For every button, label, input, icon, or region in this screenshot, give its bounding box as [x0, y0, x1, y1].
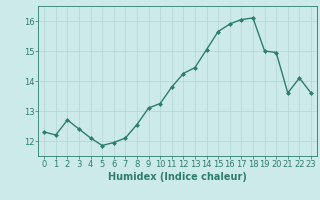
- X-axis label: Humidex (Indice chaleur): Humidex (Indice chaleur): [108, 172, 247, 182]
